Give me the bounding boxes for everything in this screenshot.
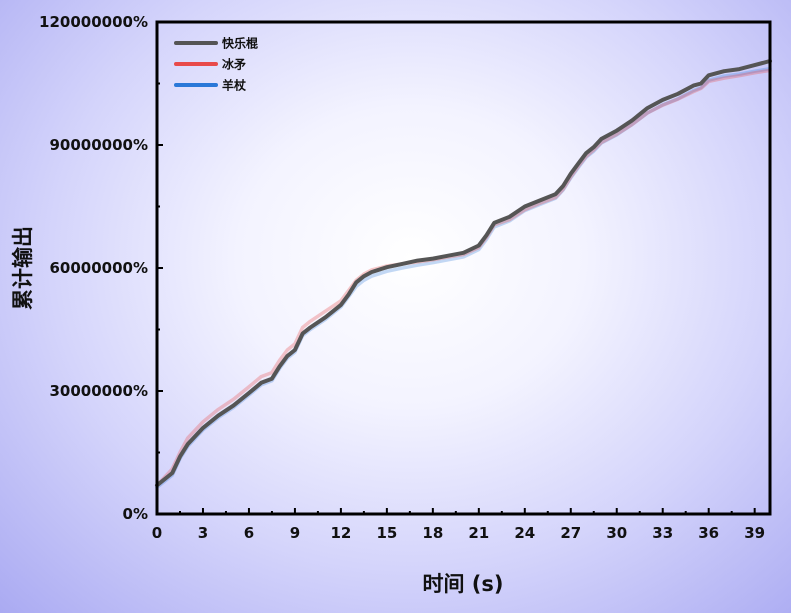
y-tick-label: 30000000% (49, 382, 148, 400)
legend-label: 快乐棍 (222, 36, 258, 51)
x-tick-label: 6 (244, 524, 254, 542)
x-axis-title: 时间 (s) (422, 572, 503, 596)
x-tick-label: 30 (606, 524, 627, 542)
x-tick-label: 36 (698, 524, 719, 542)
x-tick-label: 24 (514, 524, 535, 542)
x-tick-label: 33 (652, 524, 673, 542)
x-tick-label: 9 (290, 524, 300, 542)
x-tick-label: 12 (330, 524, 351, 542)
x-tick-label: 39 (744, 524, 765, 542)
x-tick-label: 27 (560, 524, 581, 542)
legend-label: 冰矛 (222, 57, 246, 72)
series-line (155, 59, 772, 488)
x-tick-label: 18 (422, 524, 443, 542)
x-tick-label: 3 (198, 524, 208, 542)
y-ticks: 0% 30000000% 60000000% 90000000% 120000000% (39, 13, 163, 523)
x-tick-label: 0 (152, 524, 162, 542)
y-tick-label: 0% (123, 505, 148, 523)
y-axis-title: 累计输出 (11, 226, 35, 310)
lines-layer (155, 59, 772, 490)
y-tick-label: 120000000% (39, 13, 148, 31)
x-ticks: 0 3 6 9 12 15 18 21 24 27 30 33 36 39 (152, 508, 765, 542)
series-line (155, 68, 772, 488)
legend-label: 羊杖 (222, 78, 247, 93)
x-tick-label: 21 (468, 524, 489, 542)
y-tick-label: 90000000% (49, 136, 148, 154)
series-line (155, 66, 772, 490)
y-tick-label: 60000000% (49, 259, 148, 277)
x-tick-label: 15 (376, 524, 397, 542)
